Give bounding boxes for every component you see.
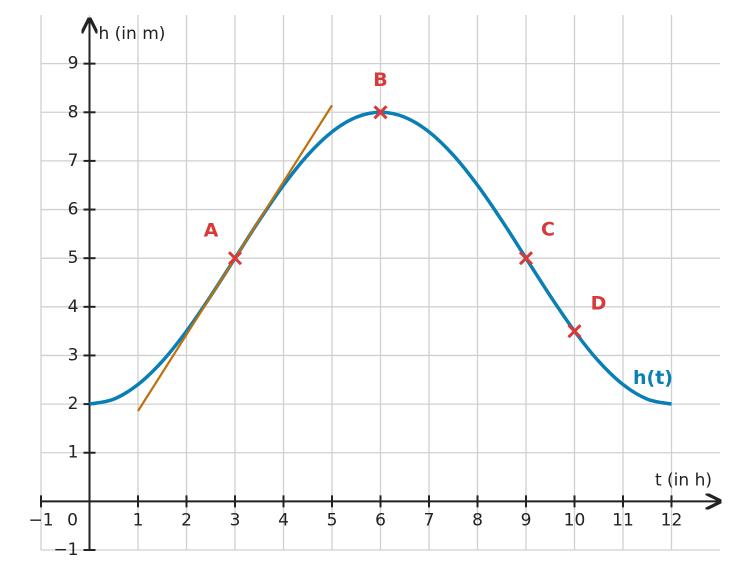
x-tick-label: 10 xyxy=(564,510,586,530)
x-tick-label: 11 xyxy=(612,510,634,530)
y-tick-label: 2 xyxy=(68,394,79,414)
x-tick-label: −1 xyxy=(28,510,53,530)
cross xyxy=(518,251,534,266)
y-axis-label: h (in m) xyxy=(99,24,166,44)
x-axis-label: t (in h) xyxy=(655,470,712,490)
y-tick-label: 3 xyxy=(68,345,79,365)
x-tick-label: 3 xyxy=(230,510,241,530)
y-tick-label: 1 xyxy=(68,443,79,463)
x-tick-label: 9 xyxy=(521,510,532,530)
legend-label: h(t) xyxy=(633,367,673,389)
x-tick-label: 8 xyxy=(472,510,483,530)
point-label: B xyxy=(373,69,387,91)
point-marker xyxy=(227,251,243,266)
x-tick-label: 7 xyxy=(424,510,435,530)
x-tick-label: 1 xyxy=(133,510,144,530)
point-marker xyxy=(373,105,388,120)
y-tick-label: 6 xyxy=(68,200,79,220)
point-label: A xyxy=(204,220,219,242)
x-tick-label: 0 xyxy=(67,510,78,530)
y-tick-label: 5 xyxy=(68,248,79,268)
cross xyxy=(373,105,388,120)
y-tick-label: −1 xyxy=(53,540,78,560)
point-marker xyxy=(567,324,582,339)
x-tick-label: 6 xyxy=(375,510,386,530)
point-label: D xyxy=(591,293,607,315)
cross xyxy=(227,251,243,266)
x-tick-label: 2 xyxy=(181,510,192,530)
x-tick-label: 4 xyxy=(278,510,289,530)
point-label: C xyxy=(541,219,555,241)
x-tick-label: 5 xyxy=(327,510,338,530)
y-tick-label: 4 xyxy=(68,297,79,317)
point-marker xyxy=(518,251,534,266)
x-tick-label: 12 xyxy=(661,510,683,530)
cross xyxy=(567,324,582,339)
y-tick-label: 7 xyxy=(68,151,79,171)
y-tick-label: 9 xyxy=(68,54,79,74)
y-tick-label: 8 xyxy=(68,102,79,122)
